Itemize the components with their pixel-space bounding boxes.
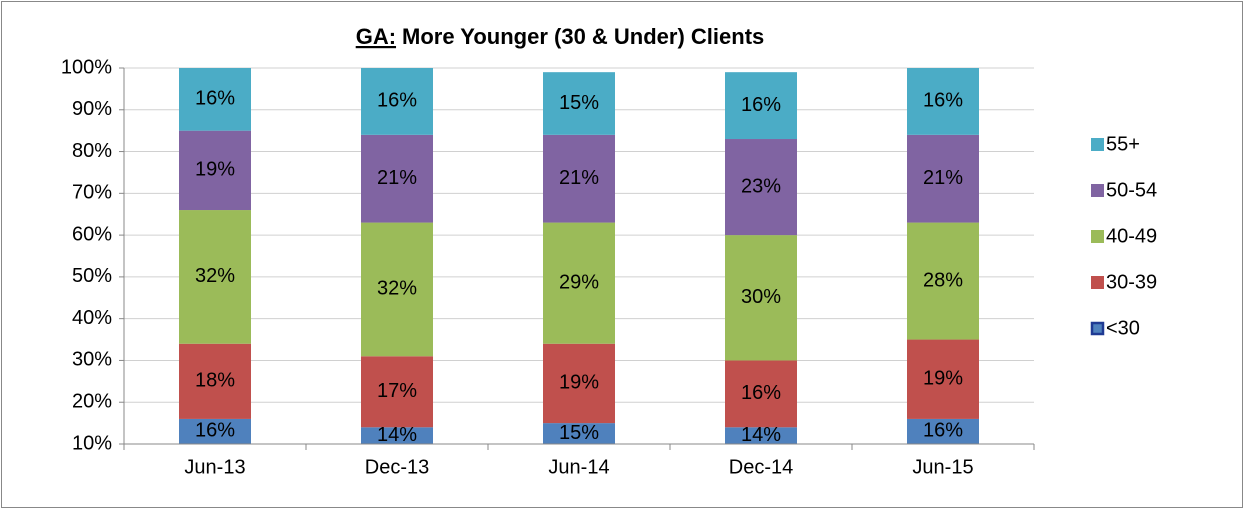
x-tick-label: Dec-14	[729, 456, 793, 478]
data-label: 14%	[741, 424, 781, 446]
bar-segment	[361, 68, 433, 135]
legend-swatch	[1091, 138, 1104, 151]
legend-swatch	[1091, 276, 1104, 289]
bar-segment	[907, 339, 979, 419]
data-label: 16%	[923, 420, 963, 442]
bar-segment	[907, 222, 979, 340]
legend-label: 55+	[1106, 133, 1140, 155]
y-tick-label: 20%	[72, 391, 112, 413]
y-tick-label: 80%	[72, 140, 112, 162]
y-tick-label: 50%	[72, 265, 112, 287]
bar-segment	[361, 134, 433, 223]
legend-label: 50-54	[1106, 179, 1157, 201]
bar-segment	[179, 343, 251, 419]
bar-segment	[543, 222, 615, 344]
bar-segment	[361, 222, 433, 357]
data-label: 19%	[559, 372, 599, 394]
data-label: 23%	[741, 175, 781, 197]
legend-label: <30	[1106, 317, 1140, 339]
data-label: 16%	[741, 382, 781, 404]
x-tick-label: Jun-13	[184, 456, 245, 478]
y-tick-label: 100%	[61, 56, 112, 78]
data-label: 28%	[923, 269, 963, 291]
x-tick-label: Jun-15	[912, 456, 973, 478]
bar-segment	[725, 360, 797, 428]
bar-segment	[361, 427, 433, 444]
data-label: 19%	[195, 159, 235, 181]
data-label: 19%	[923, 368, 963, 390]
data-label: 21%	[923, 167, 963, 189]
data-label: 32%	[195, 265, 235, 287]
bar-segment	[907, 418, 979, 444]
y-tick-label: 60%	[72, 223, 112, 245]
bar-segment	[907, 134, 979, 223]
data-label: 17%	[377, 380, 417, 402]
x-tick-label: Jun-14	[548, 456, 609, 478]
bar-segment	[179, 68, 251, 131]
bar-segment	[907, 68, 979, 135]
x-tick-label: Dec-13	[365, 456, 429, 478]
bar-segment	[361, 356, 433, 428]
data-label: 14%	[377, 424, 417, 446]
bar-segment	[179, 210, 251, 344]
bar-segment	[725, 235, 797, 361]
bar-segment	[179, 130, 251, 211]
legend-swatch	[1091, 230, 1104, 243]
data-label: 16%	[195, 88, 235, 110]
title-text: More Younger (30 & Under) Clients	[402, 24, 764, 49]
y-tick-label: 10%	[72, 432, 112, 454]
data-label: 29%	[559, 271, 599, 293]
bar-segment	[543, 72, 615, 135]
bars	[179, 68, 979, 444]
data-label: 21%	[559, 167, 599, 189]
legend-swatch	[1090, 321, 1105, 336]
bar-segment	[543, 343, 615, 424]
data-label: 16%	[923, 90, 963, 112]
data-label: 15%	[559, 422, 599, 444]
data-label: 16%	[377, 90, 417, 112]
y-tick-label: 90%	[72, 98, 112, 120]
legend-swatch	[1091, 184, 1104, 197]
data-label: 16%	[741, 94, 781, 116]
bar-segment	[543, 134, 615, 223]
chart-title: GA: More Younger (30 & Under) Clients	[356, 24, 765, 49]
title-prefix: GA:	[356, 24, 396, 49]
data-label: 15%	[559, 92, 599, 114]
bar-segment	[179, 418, 251, 444]
y-tick-label: 70%	[72, 182, 112, 204]
legend-label: 40-49	[1106, 225, 1157, 247]
bar-segment	[543, 423, 615, 444]
y-tick-label: 40%	[72, 307, 112, 329]
data-label: 16%	[195, 420, 235, 442]
bar-segment	[725, 72, 797, 140]
data-label: 18%	[195, 370, 235, 392]
legend-label: 30-39	[1106, 271, 1157, 293]
data-label: 21%	[377, 167, 417, 189]
data-label: 30%	[741, 286, 781, 308]
data-label: 32%	[377, 278, 417, 300]
bar-segment	[725, 427, 797, 444]
bar-segment	[725, 139, 797, 236]
y-tick-label: 30%	[72, 349, 112, 371]
